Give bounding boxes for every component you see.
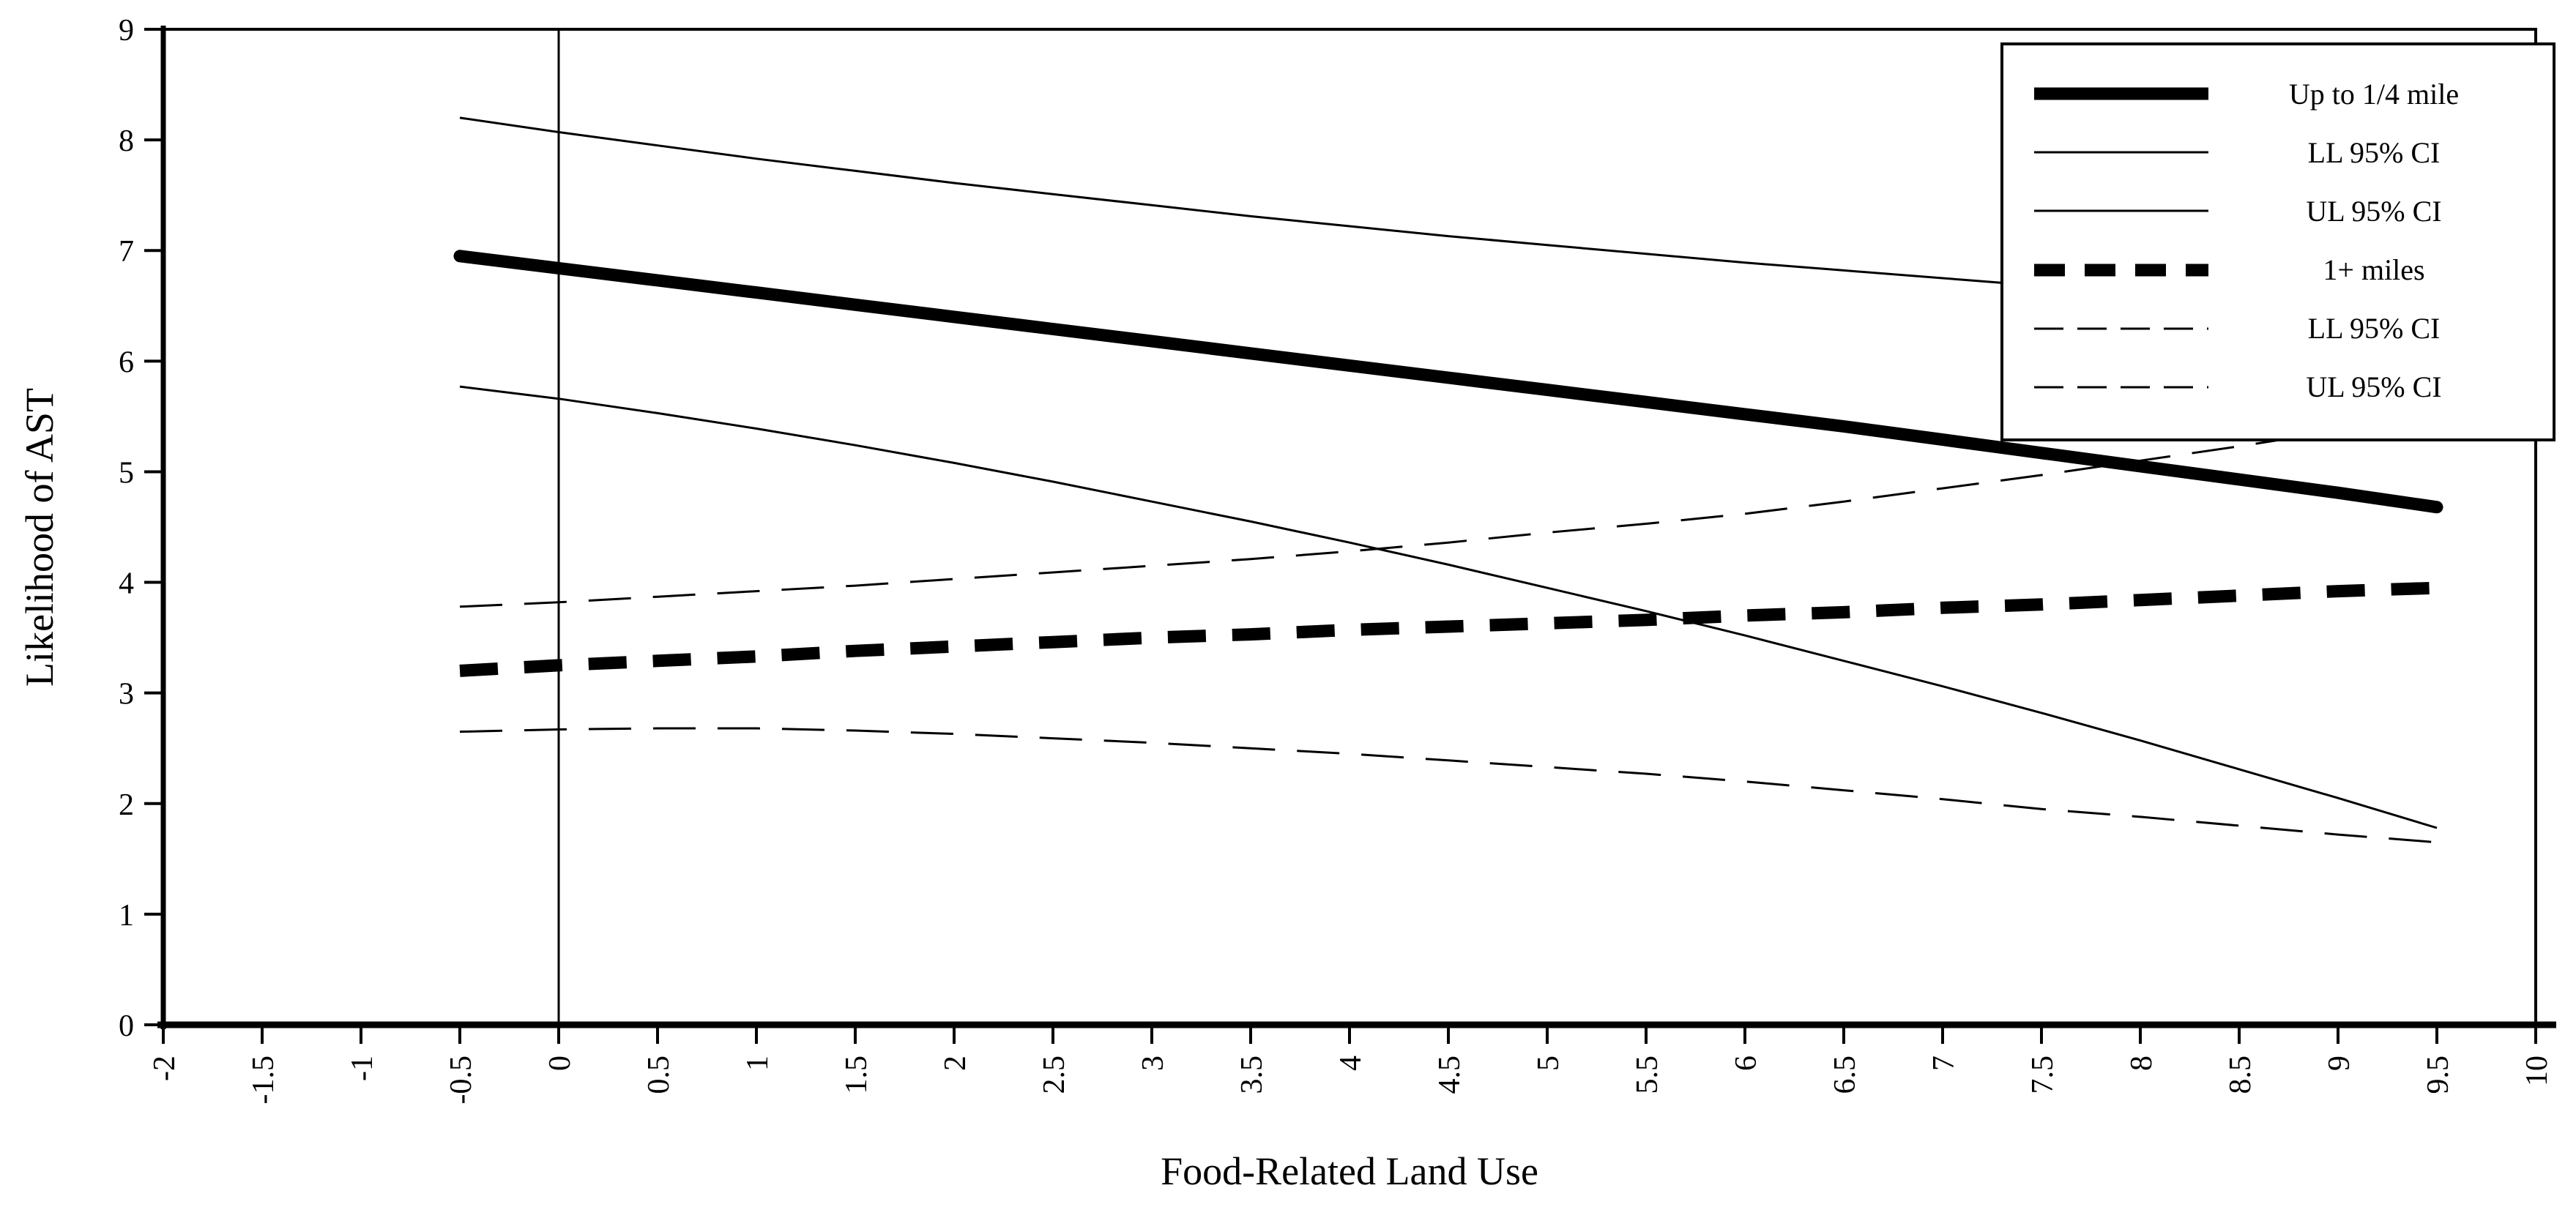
series-line-4-ll-95-ci: [459, 727, 2438, 844]
thin-solid-line-sample-icon: [2034, 151, 2208, 154]
legend: Up to 1/4 mile LL 95% CI UL 95% CI 1+ mi…: [2000, 42, 2555, 441]
series-line-5-ul-95-ci: [459, 415, 2438, 608]
y-tick-label: 3: [119, 678, 134, 712]
x-axis-title: Food-Related Land Use: [1161, 1149, 1538, 1193]
y-tick-label: 8: [119, 124, 134, 158]
x-tick-label: -1.5: [247, 1056, 280, 1105]
legend-item-ll-95-ci-mile: LL 95% CI: [2030, 299, 2535, 358]
legend-label: LL 95% CI: [2307, 135, 2441, 169]
legend-item-ul-95-ci-quarter: UL 95% CI: [2030, 182, 2535, 240]
x-tick-label: 9.5: [2421, 1056, 2455, 1094]
x-tick-label: 2: [939, 1056, 972, 1071]
legend-label: UL 95% CI: [2306, 194, 2442, 228]
y-tick-label: 1: [119, 899, 134, 933]
thin-dashed-line-sample-icon: [2034, 386, 2208, 389]
x-tick-label: 1.5: [840, 1056, 874, 1094]
thick-dashed-line-sample-icon: [2034, 264, 2208, 277]
x-tick-label: -1: [346, 1056, 379, 1081]
series-line-3-1-miles: [459, 581, 2438, 677]
x-tick-label: 7: [1927, 1056, 1961, 1071]
x-tick-label: 4: [1334, 1056, 1368, 1071]
thick-solid-line-sample-icon: [2034, 87, 2208, 100]
x-tick-label: 2.5: [1038, 1056, 1071, 1094]
legend-item-one-plus-miles: 1+ miles: [2030, 240, 2535, 299]
data-series: [453, 116, 2443, 844]
x-tick-label: 3: [1136, 1056, 1170, 1071]
series-line-0-up-to-1-4-mile: [453, 250, 2443, 514]
y-tick-label: 4: [119, 567, 134, 601]
legend-label: 1+ miles: [2323, 253, 2425, 287]
x-tick-label: 6.5: [1828, 1056, 1862, 1094]
x-tick-label: 1: [741, 1056, 775, 1071]
axis-tick-labels: -2 -1.5 -1 -0.5 0 0.5 1 1.5 2 2.5 3 3.5 4 4.5 5 5.5 6 6.5…: [119, 14, 2554, 1105]
x-tick-label: 5.5: [1631, 1056, 1664, 1094]
x-tick-label: 8: [2125, 1056, 2159, 1071]
x-tick-label: 7.5: [2026, 1056, 2060, 1094]
y-tick-label: 5: [119, 456, 134, 490]
x-tick-label: 0.5: [642, 1056, 676, 1094]
legend-label: LL 95% CI: [2307, 312, 2441, 346]
legend-label: Up to 1/4 mile: [2288, 77, 2460, 111]
x-tick-label: 9: [2323, 1056, 2356, 1071]
x-tick-label: 4.5: [1433, 1056, 1467, 1094]
x-tick-label: 8.5: [2224, 1056, 2257, 1094]
x-tick-label: -2: [148, 1056, 182, 1081]
x-tick-label: 5: [1532, 1056, 1566, 1071]
thin-solid-line-sample-icon: [2034, 209, 2208, 212]
y-tick-label: 6: [119, 346, 134, 379]
x-tick-label: 10: [2520, 1056, 2554, 1086]
series-line-1-ll-95-ci: [459, 385, 2438, 829]
x-tick-label: -0.5: [444, 1056, 478, 1105]
y-tick-label: 7: [119, 235, 134, 269]
y-tick-label: 9: [119, 14, 134, 48]
y-tick-label: 0: [119, 1009, 134, 1043]
x-tick-label: 0: [543, 1056, 577, 1071]
legend-item-ll-95-ci-quarter: LL 95% CI: [2030, 123, 2535, 182]
x-tick-label: 3.5: [1235, 1056, 1269, 1094]
y-axis-title: Likelihood of AST: [18, 388, 62, 687]
legend-item-ul-95-ci-mile: UL 95% CI: [2030, 358, 2535, 417]
thin-dashed-line-sample-icon: [2034, 327, 2208, 330]
legend-label: UL 95% CI: [2306, 370, 2442, 404]
x-tick-label: 6: [1730, 1056, 1763, 1071]
y-tick-label: 2: [119, 788, 134, 822]
axis-ticks: [144, 28, 2537, 1044]
legend-item-up-to-quarter-mile: Up to 1/4 mile: [2030, 64, 2535, 123]
